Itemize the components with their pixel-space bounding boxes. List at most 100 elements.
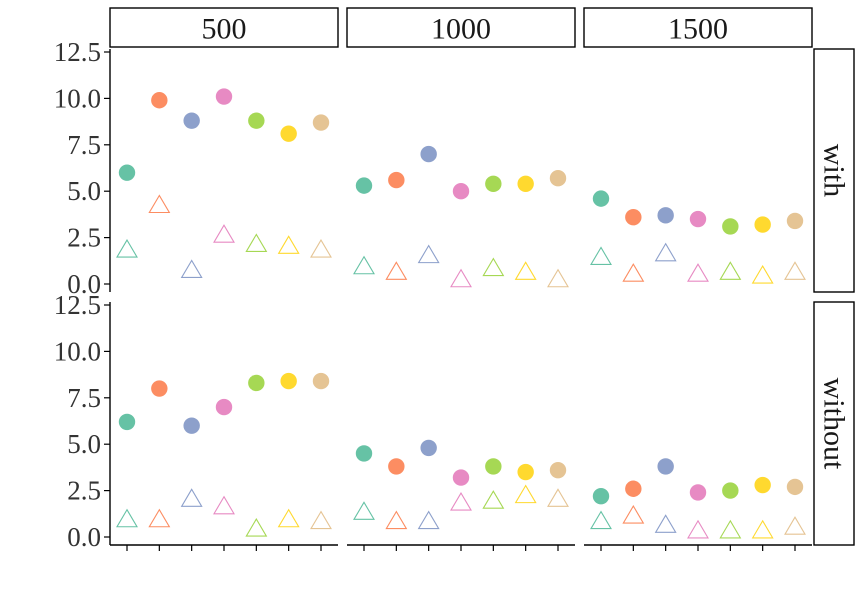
data-point-circle <box>625 208 642 226</box>
data-point-triangle <box>687 519 709 539</box>
data-point-circle <box>280 372 297 390</box>
data-point-circle <box>485 175 502 192</box>
data-point-circle <box>517 175 534 192</box>
data-point-circle <box>592 190 610 207</box>
data-point-circle <box>754 476 771 494</box>
data-point-circle <box>312 114 330 131</box>
data-point-triangle <box>310 238 332 258</box>
data-point-circle <box>689 484 707 501</box>
data-point-triangle <box>417 510 440 530</box>
facet-strip-row-with <box>813 48 855 293</box>
data-point-circle <box>452 469 470 486</box>
facet-label-col-1500: 1500 <box>668 13 728 46</box>
data-point-triangle <box>277 508 300 528</box>
data-point-triangle <box>751 519 774 539</box>
data-point-triangle <box>687 263 709 282</box>
data-point-triangle <box>450 491 472 511</box>
data-point-triangle <box>277 235 300 254</box>
facet-label-row-with: with <box>818 144 851 197</box>
data-point-circle <box>657 458 674 475</box>
data-point-triangle <box>385 261 408 280</box>
data-point-triangle <box>116 508 138 528</box>
y-tick-label: 5.0 <box>67 176 101 206</box>
data-point-circle <box>388 458 405 475</box>
data-point-triangle <box>310 510 332 530</box>
data-point-triangle <box>784 516 806 535</box>
facet-label-row-without: without <box>818 378 851 470</box>
data-point-triangle <box>116 238 138 258</box>
data-point-triangle <box>719 261 742 280</box>
data-point-circle <box>625 480 642 497</box>
data-point-circle <box>151 380 168 397</box>
data-point-triangle <box>622 263 645 282</box>
data-point-triangle <box>482 257 505 277</box>
data-point-triangle <box>417 244 440 264</box>
data-point-circle <box>183 112 200 129</box>
data-point-circle <box>420 439 437 457</box>
y-tick-label: 2.5 <box>67 223 101 253</box>
data-point-triangle <box>547 488 569 507</box>
data-point-triangle <box>245 233 268 253</box>
data-point-circle <box>248 374 265 392</box>
data-point-circle <box>118 164 136 181</box>
data-point-circle <box>420 145 437 163</box>
data-point-triangle <box>385 510 408 530</box>
data-point-circle <box>722 218 739 235</box>
data-point-triangle <box>514 484 537 504</box>
y-tick-label: 0.0 <box>67 522 101 552</box>
data-point-circle <box>280 125 297 142</box>
facet-strip-col-1500 <box>583 7 813 48</box>
data-point-circle <box>215 398 233 416</box>
data-point-triangle <box>245 517 268 537</box>
data-point-triangle <box>784 261 806 280</box>
data-point-circle <box>722 482 739 499</box>
y-tick-label: 0.0 <box>67 269 101 299</box>
data-point-circle <box>786 478 804 496</box>
data-point-circle <box>657 207 674 224</box>
data-point-triangle <box>180 259 203 279</box>
data-point-circle <box>592 487 610 505</box>
data-point-triangle <box>482 490 505 509</box>
y-tick-label: 12.5 <box>54 37 101 67</box>
data-point-triangle <box>450 268 472 288</box>
data-point-triangle <box>353 501 375 520</box>
facet-strip-col-1000 <box>346 7 576 48</box>
data-point-circle <box>549 461 567 479</box>
data-point-triangle <box>180 488 203 507</box>
facet-strip-row-without <box>813 301 855 546</box>
data-point-circle <box>754 216 771 233</box>
data-point-circle <box>355 445 373 462</box>
data-point-triangle <box>622 504 645 524</box>
facet-label-col-1000: 1000 <box>431 13 491 46</box>
y-tick-label: 7.5 <box>67 130 101 160</box>
data-point-circle <box>118 413 136 431</box>
data-point-circle <box>517 463 534 481</box>
y-tick-label: 10.0 <box>54 336 101 366</box>
y-tick-label: 7.5 <box>67 383 101 413</box>
data-point-circle <box>689 210 707 228</box>
data-point-circle <box>183 417 200 434</box>
data-point-triangle <box>751 264 774 284</box>
data-point-circle <box>355 177 373 194</box>
data-point-circle <box>549 170 567 187</box>
data-point-triangle <box>654 514 677 533</box>
data-point-triangle <box>590 246 612 266</box>
facet-strip-col-500 <box>109 7 339 48</box>
data-point-circle <box>312 372 330 390</box>
y-tick-label: 10.0 <box>54 83 101 113</box>
data-point-triangle <box>213 224 235 243</box>
data-point-circle <box>452 183 470 200</box>
data-point-triangle <box>719 519 742 539</box>
data-point-triangle <box>547 268 569 288</box>
data-point-triangle <box>353 255 375 275</box>
data-point-triangle <box>654 242 677 262</box>
data-point-circle <box>485 458 502 475</box>
data-point-circle <box>388 171 405 189</box>
y-tick-label: 5.0 <box>67 429 101 459</box>
y-tick-label: 2.5 <box>67 476 101 506</box>
facet-label-col-500: 500 <box>202 13 247 46</box>
data-point-circle <box>248 112 265 129</box>
data-point-triangle <box>213 495 235 515</box>
data-point-circle <box>151 92 168 109</box>
